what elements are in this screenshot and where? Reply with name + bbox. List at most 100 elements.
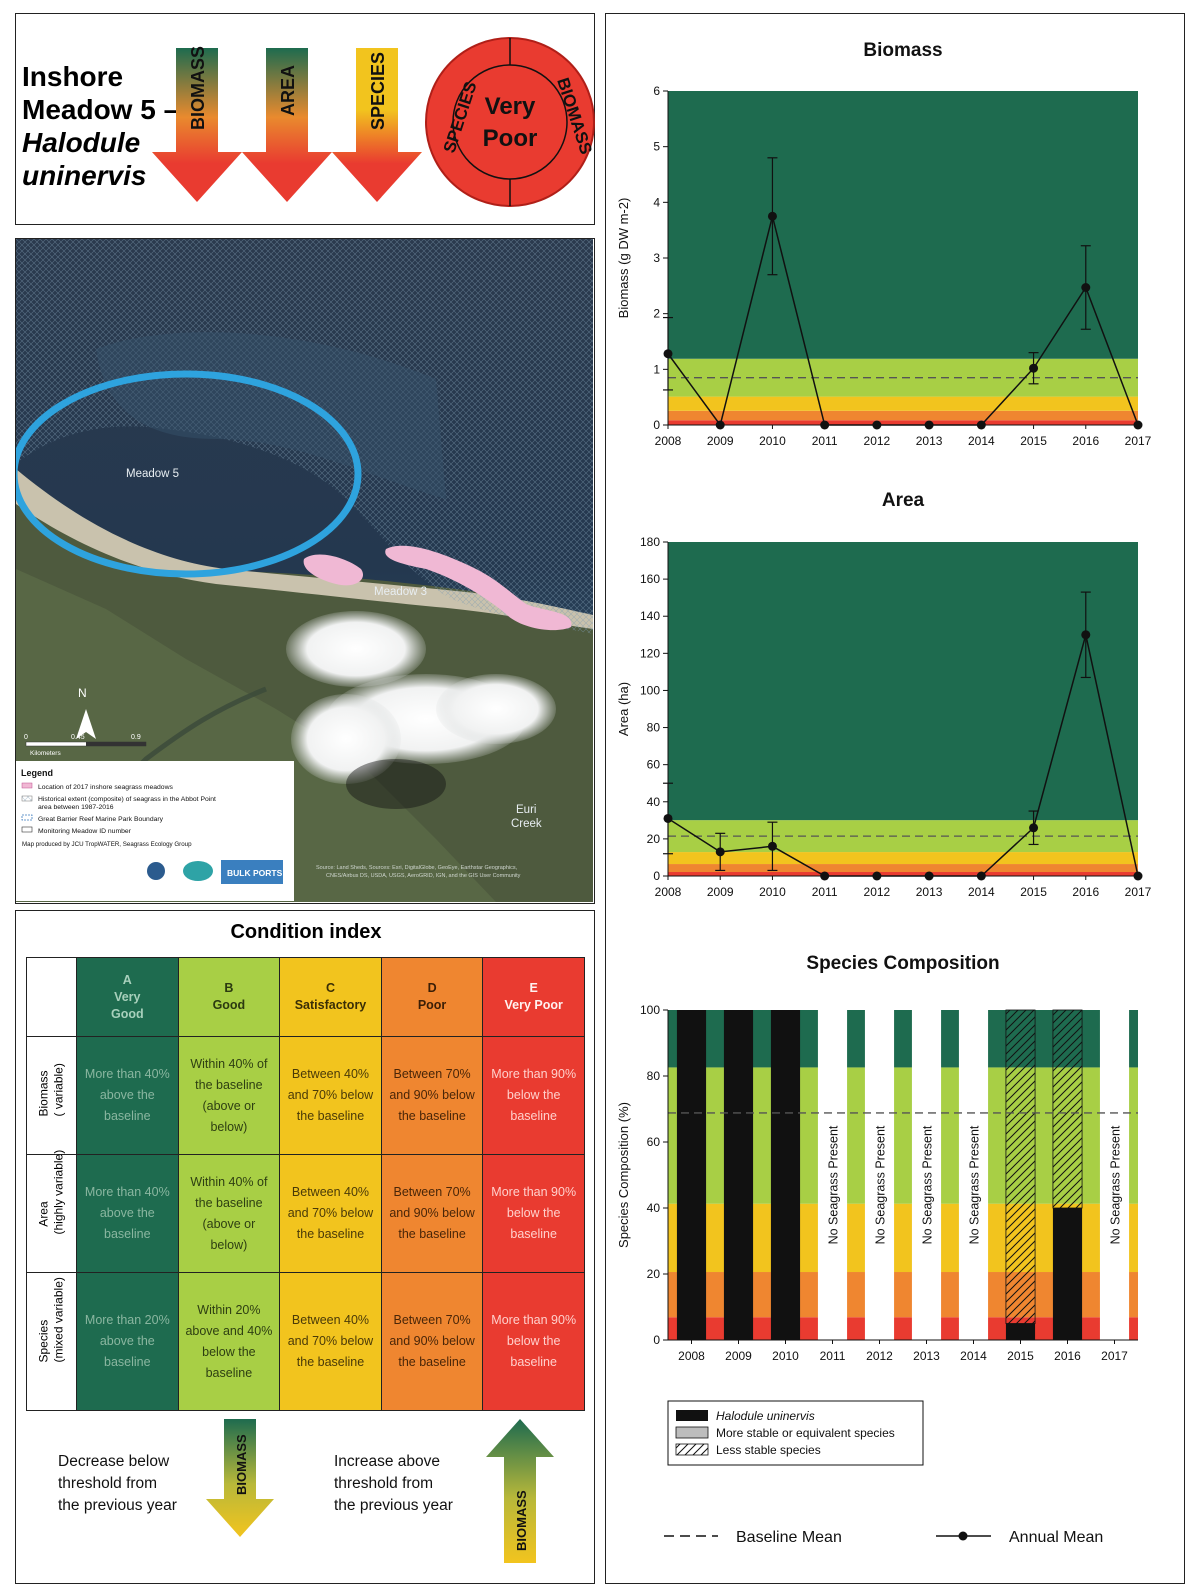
bar-no-seagrass — [817, 1010, 848, 1340]
x-tick-label: 2017 — [1125, 885, 1152, 899]
cell-species-a: More than 20% above the baseline — [76, 1272, 179, 1411]
y-tick-label: 60 — [647, 1135, 661, 1149]
satellite-map: Meadow 5 Meadow 3 Euri Creek N 0 0.45 0.… — [16, 239, 593, 902]
cell-area-b: Within 40% of the baseline (above or bel… — [177, 1154, 281, 1273]
chart-2: Species Composition Species Composition (… — [616, 953, 1138, 1363]
legend-item-0: Location of 2017 inshore seagrass meadow… — [38, 784, 173, 791]
x-tick-label: 2009 — [707, 434, 734, 448]
meadow-5-highlight — [16, 370, 362, 578]
chart-title: Species Composition — [806, 953, 999, 974]
data-point — [1081, 283, 1091, 293]
data-point — [715, 847, 725, 857]
legend-annual-label: Annual Mean — [1009, 1529, 1103, 1546]
x-tick-label: 2016 — [1072, 434, 1099, 448]
cell-area-e: More than 90% below the baseline — [482, 1154, 585, 1273]
title-panel: Inshore Meadow 5 – Halodule uninervis BI… — [15, 13, 596, 225]
scale-label-0: 0 — [24, 734, 28, 741]
x-tick-label: 2015 — [1020, 434, 1047, 448]
x-tick-label: 2012 — [864, 434, 891, 448]
data-point — [1133, 871, 1143, 881]
map-credit-2: CNES/Airbus DS, USDA, USGS, AeroGRID, IG… — [326, 873, 521, 879]
x-tick-label: 2015 — [1020, 885, 1047, 899]
x-tick-label: 2014 — [960, 1349, 987, 1363]
data-point — [715, 420, 725, 430]
y-tick-label: 120 — [640, 646, 660, 660]
y-tick-label: 20 — [647, 832, 661, 846]
y-tick-label: 2 — [653, 307, 660, 321]
x-tick-label: 2011 — [812, 434, 838, 448]
scale-unit: Kilometers — [30, 750, 61, 757]
cell-area-d: Between 70% and 90% below the baseline — [380, 1154, 484, 1273]
cell-biomass-a: More than 40% above the baseline — [76, 1036, 179, 1155]
data-point — [872, 420, 882, 430]
data-point — [1029, 823, 1039, 833]
cell-species-d: Between 70% and 90% below the baseline — [380, 1272, 484, 1411]
row-label-species: Species (mixed variable) — [26, 1272, 77, 1411]
legend-item-2: area between 1987-2016 — [38, 804, 114, 811]
annual-mean-line — [667, 216, 1139, 427]
data-point — [976, 871, 986, 881]
decrease-note: Decrease below threshold from the previo… — [58, 1453, 177, 1514]
data-point — [820, 871, 830, 881]
x-tick-label: 2008 — [655, 434, 682, 448]
y-tick-label: 60 — [647, 758, 661, 772]
meadow-title: Inshore Meadow 5 – Halodule uninervis — [22, 60, 179, 192]
charts-svg: Biomass Biomass (g DW m-2) 0 1 2 3 4 5 6 2008 2009… — [616, 40, 1152, 1546]
data-point — [924, 420, 934, 430]
condition-index-table: A Very Good B Good C Satisfactory D Poor E Ver… — [26, 957, 585, 1411]
grade-e-header: E Very Poor — [482, 957, 585, 1037]
bar-halodule — [770, 1010, 801, 1340]
condition-index-panel: Condition index A Very Good B Good C Satisfa… — [15, 910, 595, 1584]
bar-less-stable — [1005, 1009, 1036, 1324]
data-point — [924, 871, 934, 881]
area-down-arrow-icon: AREA — [242, 48, 332, 202]
y-tick-label: 180 — [640, 535, 660, 549]
legend-item-5: Map produced by JCU TropWATER, Seagrass … — [22, 841, 192, 848]
legend-item-1: Historical extent (composite) of seagras… — [38, 796, 216, 803]
north-label: N — [78, 686, 87, 700]
x-tick-label: 2009 — [707, 885, 734, 899]
bar-no-seagrass — [1099, 1010, 1130, 1340]
x-tick-label: 2010 — [759, 885, 786, 899]
title-line-4: uninervis — [22, 160, 147, 191]
grade-b-header: B Good — [177, 957, 281, 1037]
map-credit-1: Source: Land Sheds, Sources: Esri, Digit… — [316, 865, 518, 871]
cell-species-c: Between 40% and 70% below the baseline — [279, 1272, 382, 1411]
y-axis-label: Biomass (g DW m-2) — [616, 198, 631, 319]
title-line-1: Inshore — [22, 61, 124, 92]
legend-swatch-less-stable — [675, 1443, 709, 1456]
x-tick-label: 2008 — [655, 885, 682, 899]
y-tick-label: 100 — [640, 683, 660, 697]
data-point — [976, 420, 986, 430]
x-tick-label: 2013 — [913, 1349, 940, 1363]
increase-arrow-label: BIOMASS — [514, 1490, 529, 1551]
arrow-label-area: AREA — [278, 65, 298, 116]
row-label-biomass: Biomass( variable) — [26, 1036, 77, 1155]
row-label-area: Area (highly variable) — [26, 1149, 77, 1273]
title-line-2: Meadow 5 – — [22, 94, 180, 125]
condition-badge: SPECIES BIOMASS Very Poor — [425, 37, 596, 207]
cloud-cover — [286, 611, 556, 809]
no-seagrass-label: No Seagrass Present — [968, 1125, 982, 1244]
line-legend: Baseline Mean Annual Mean — [664, 1529, 1103, 1546]
corner-cell — [26, 957, 77, 1037]
chart-0: Biomass Biomass (g DW m-2) 0 1 2 3 4 5 6 2008 2009… — [616, 40, 1152, 448]
decrease-arrow-label: BIOMASS — [234, 1434, 249, 1495]
map-panel: Meadow 5 Meadow 3 Euri Creek N 0 0.45 0.… — [15, 238, 595, 904]
scale-label-end: 0.9 — [131, 734, 141, 741]
y-tick-label: 40 — [647, 1201, 661, 1215]
chart-1: Area Area (ha) 0 20 40 60 80 100 120 140 160 180 200… — [616, 490, 1152, 899]
grade-header-row: A Very Good B Good C Satisfactory D Poor E Ver… — [26, 957, 585, 1037]
y-tick-label: 5 — [653, 140, 660, 154]
map-legend: Legend Location of 2017 inshore seagrass… — [16, 761, 294, 901]
y-axis-label: Area (ha) — [616, 682, 631, 736]
bar-halodule — [1052, 1208, 1083, 1340]
cell-biomass-d: Between 70% and 90% below the baseline — [380, 1036, 484, 1155]
bulk-ports-logo-text: BULK PORTS — [227, 868, 283, 878]
x-tick-label: 2011 — [820, 1349, 846, 1363]
x-tick-label: 2017 — [1125, 434, 1152, 448]
grade-a-header: A Very Good — [76, 957, 179, 1037]
bar-less-stable — [1052, 1009, 1083, 1209]
y-tick-label: 40 — [647, 795, 661, 809]
x-tick-label: 2010 — [759, 434, 786, 448]
